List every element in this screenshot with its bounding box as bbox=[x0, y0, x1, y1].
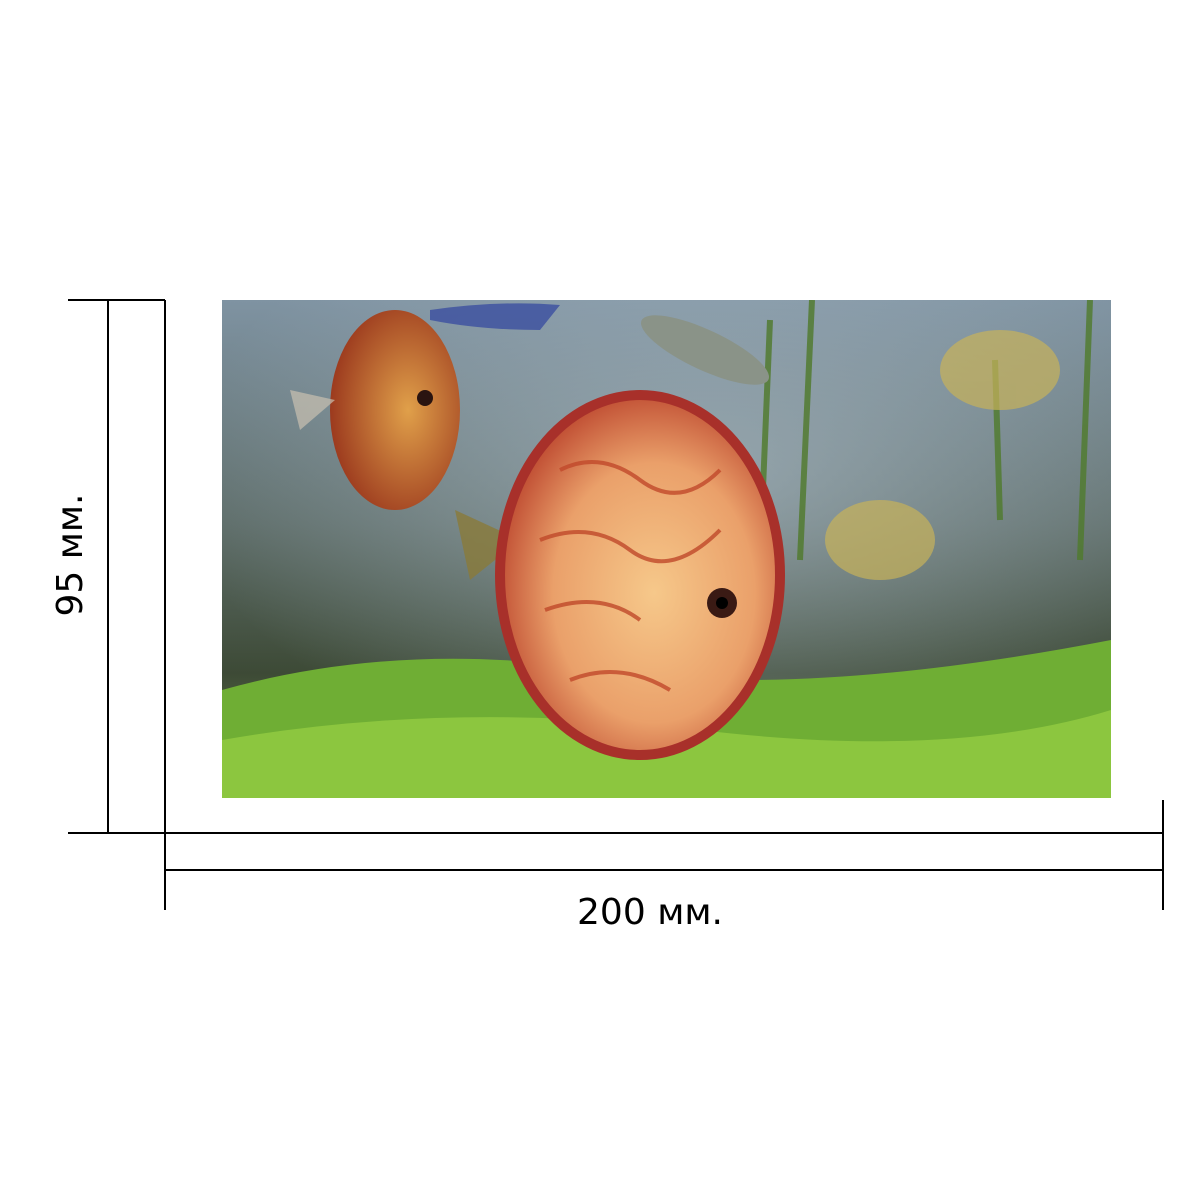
aquarium-photo bbox=[222, 300, 1111, 798]
height-label: 95 мм. bbox=[50, 493, 91, 616]
dimension-lines bbox=[68, 299, 1164, 910]
width-label: 200 мм. bbox=[577, 892, 723, 933]
